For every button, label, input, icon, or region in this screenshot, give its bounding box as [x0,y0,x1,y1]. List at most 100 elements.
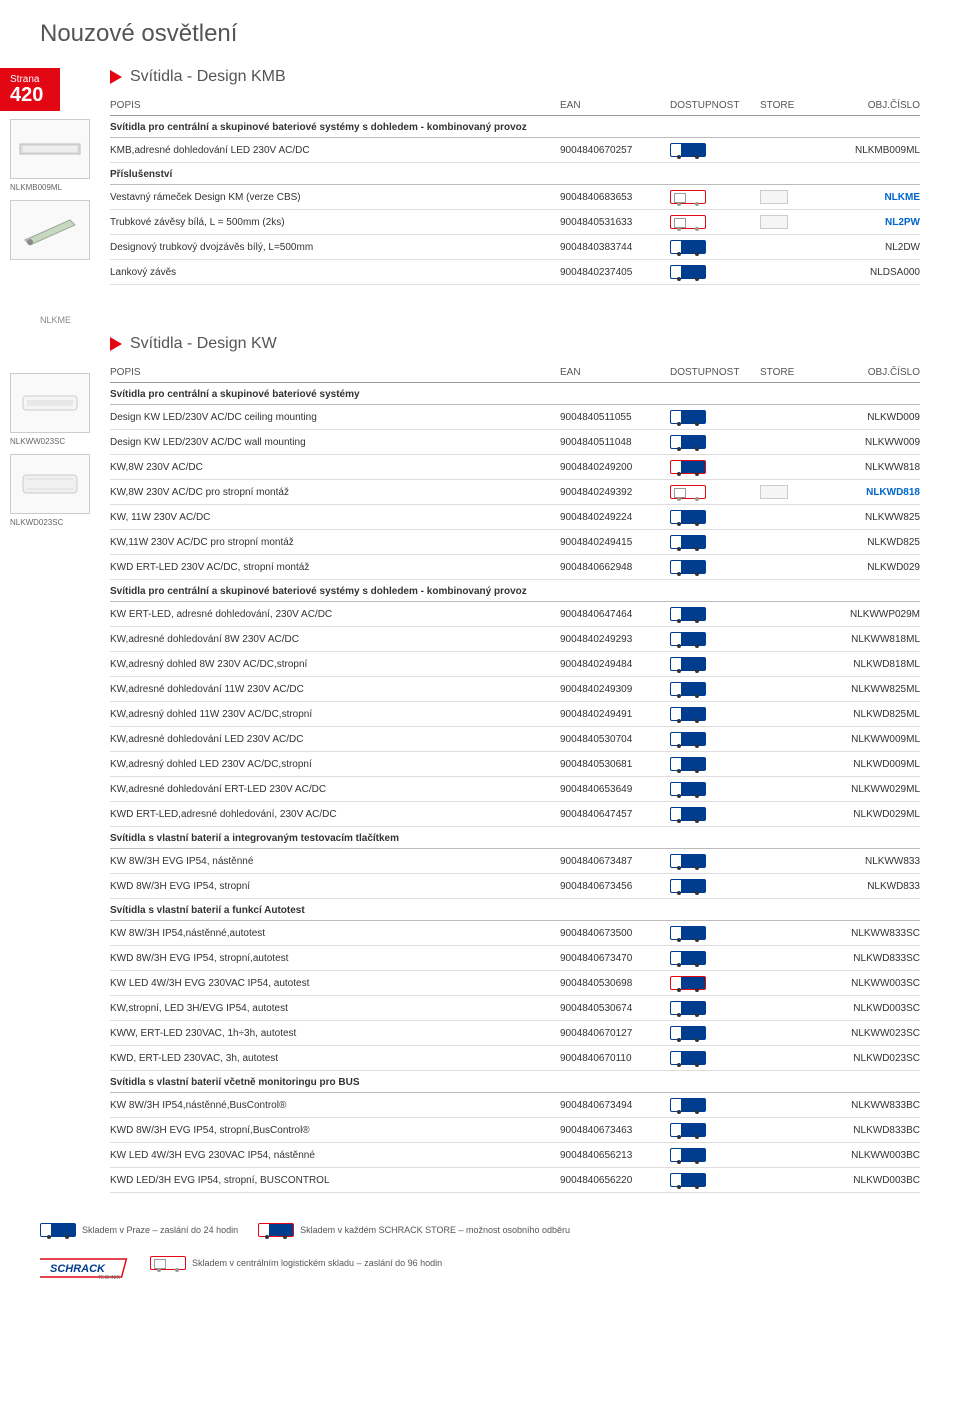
cell-ean: 9004840511055 [560,412,670,423]
cell-popis: Trubkové závěsy bílá, L = 500mm (2ks) [110,217,560,228]
truck-icon [670,143,706,157]
cell-obj: NLKWD009ML [820,759,920,770]
truck-icon [670,1026,706,1040]
truck-icon [670,1173,706,1187]
cell-ean: 9004840530681 [560,759,670,770]
cell-ean: 9004840383744 [560,242,670,253]
col-obj: OBJ.ČÍSLO [820,100,920,111]
col-dost: DOSTUPNOST [670,100,760,111]
cell-dost [670,1026,760,1040]
cell-obj: NL2PW [820,217,920,228]
cell-ean: 9004840673500 [560,928,670,939]
cell-obj: NLKWD818 [820,487,920,498]
truck-icon [670,435,706,449]
section-kmb-header: Svítidla - Design KMB [110,68,920,86]
svg-text:SCHRACK: SCHRACK [50,1263,106,1275]
cell-popis: KW LED 4W/3H EVG 230VAC IP54, autotest [110,978,560,989]
table-row: KW,stropní, LED 3H/EVG IP54, autotest900… [110,996,920,1021]
footer-text-1b: Skladem v každém SCHRACK STORE – možnost… [300,1225,570,1235]
table-row: KW, 11W 230V AC/DC9004840249224NLKWW825 [110,505,920,530]
cell-obj: NLKWWP029M [820,609,920,620]
table-row: KW LED 4W/3H EVG 230VAC IP54, nástěnné90… [110,1143,920,1168]
truck-icon [670,510,706,524]
cell-obj: NLKWW009ML [820,734,920,745]
table-row: Trubkové závěsy bílá, L = 500mm (2ks)900… [110,210,920,235]
cell-dost [670,976,760,990]
truck-icon [670,879,706,893]
cell-dost [670,879,760,893]
cell-dost [670,926,760,940]
cell-ean: 9004840656220 [560,1175,670,1186]
product-thumb-kw1 [10,373,90,433]
product-thumb-kmb [10,119,90,179]
table-row: KWW, ERT-LED 230VAC, 1h÷3h, autotest9004… [110,1021,920,1046]
store-icon [760,215,788,229]
table-row: KW ERT-LED, adresné dohledování, 230V AC… [110,602,920,627]
cell-obj: NLKWD029ML [820,809,920,820]
footer-text-2: Skladem v centrálním logistickém skladu … [192,1258,442,1268]
table-row: KW,adresný dohled LED 230V AC/DC,stropní… [110,752,920,777]
cell-dost [670,757,760,771]
cell-store [760,485,820,499]
cell-ean: 9004840249392 [560,487,670,498]
cell-popis: Design KW LED/230V AC/DC ceiling mountin… [110,412,560,423]
table-row: KW,8W 230V AC/DC9004840249200NLKWW818 [110,455,920,480]
cell-ean: 9004840673494 [560,1100,670,1111]
table-row: Designový trubkový dvojzávěs bílý, L=500… [110,235,920,260]
cell-popis: KW,adresný dohled LED 230V AC/DC,stropní [110,759,560,770]
cell-popis: Vestavný rámeček Design KM (verze CBS) [110,192,560,203]
cell-popis: KMB,adresné dohledování LED 230V AC/DC [110,145,560,156]
cell-dost [670,1051,760,1065]
table-subheader: Svítidla s vlastní baterií a integrovaný… [110,827,920,849]
table-subheader: Svítidla pro centrální a skupinové bater… [110,116,920,138]
cell-popis: KW LED 4W/3H EVG 230VAC IP54, nástěnné [110,1150,560,1161]
store-icon [760,485,788,499]
table-row: KWD 8W/3H EVG IP54, stropní9004840673456… [110,874,920,899]
cell-popis: KWD ERT-LED,adresné dohledování, 230V AC… [110,809,560,820]
cell-popis: Design KW LED/230V AC/DC wall mounting [110,437,560,448]
truck-icon [670,535,706,549]
cell-obj: NLKWW833BC [820,1100,920,1111]
col-dost: DOSTUPNOST [670,367,760,378]
truck-icon [670,1098,706,1112]
cell-dost [670,1001,760,1015]
table-row: KWD, ERT-LED 230VAC, 3h, autotest9004840… [110,1046,920,1071]
cell-dost [670,215,760,229]
product-thumb-accessory [10,200,90,260]
truck-icon [670,215,706,229]
table-row: KW,adresné dohledování LED 230V AC/DC900… [110,727,920,752]
section-kw-header: Svítidla - Design KW [110,335,920,353]
section-kw: NLKWW023SC NLKWD023SC Svítidla - Design … [0,335,920,1193]
cell-store [760,190,820,204]
truck-red-icon [258,1223,294,1237]
cell-popis: KW,adresné dohledování 8W 230V AC/DC [110,634,560,645]
cell-popis: KWD 8W/3H EVG IP54, stropní [110,881,560,892]
cell-obj: NLKWW029ML [820,784,920,795]
cell-store [760,215,820,229]
truck-icon [670,1051,706,1065]
cell-popis: KW,stropní, LED 3H/EVG IP54, autotest [110,1003,560,1014]
truck-icon [670,926,706,940]
cell-popis: KW, 11W 230V AC/DC [110,512,560,523]
page-tab: Strana 420 [0,68,60,111]
truck-icon [670,807,706,821]
cell-dost [670,657,760,671]
cell-popis: KWD 8W/3H EVG IP54, stropní,BusControl® [110,1125,560,1136]
store-icon [760,190,788,204]
truck-icon [670,632,706,646]
cell-obj: NLKWD833SC [820,953,920,964]
table-row: KW,adresný dohled 11W 230V AC/DC,stropní… [110,702,920,727]
cell-obj: NLKWW003SC [820,978,920,989]
cell-popis: KW,11W 230V AC/DC pro stropní montáž [110,537,560,548]
cell-obj: NLKME [820,192,920,203]
cell-obj: NLKWW818 [820,462,920,473]
table-row: KWD ERT-LED 230V AC/DC, stropní montáž90… [110,555,920,580]
cell-dost [670,435,760,449]
cell-popis: KW,adresné dohledování ERT-LED 230V AC/D… [110,784,560,795]
cell-obj: NLKMB009ML [820,145,920,156]
cell-dost [670,632,760,646]
cell-popis: KWD LED/3H EVG IP54, stropní, BUSCONTROL [110,1175,560,1186]
cell-ean: 9004840670257 [560,145,670,156]
truck-icon [670,1001,706,1015]
table-row: KWD LED/3H EVG IP54, stropní, BUSCONTROL… [110,1168,920,1193]
